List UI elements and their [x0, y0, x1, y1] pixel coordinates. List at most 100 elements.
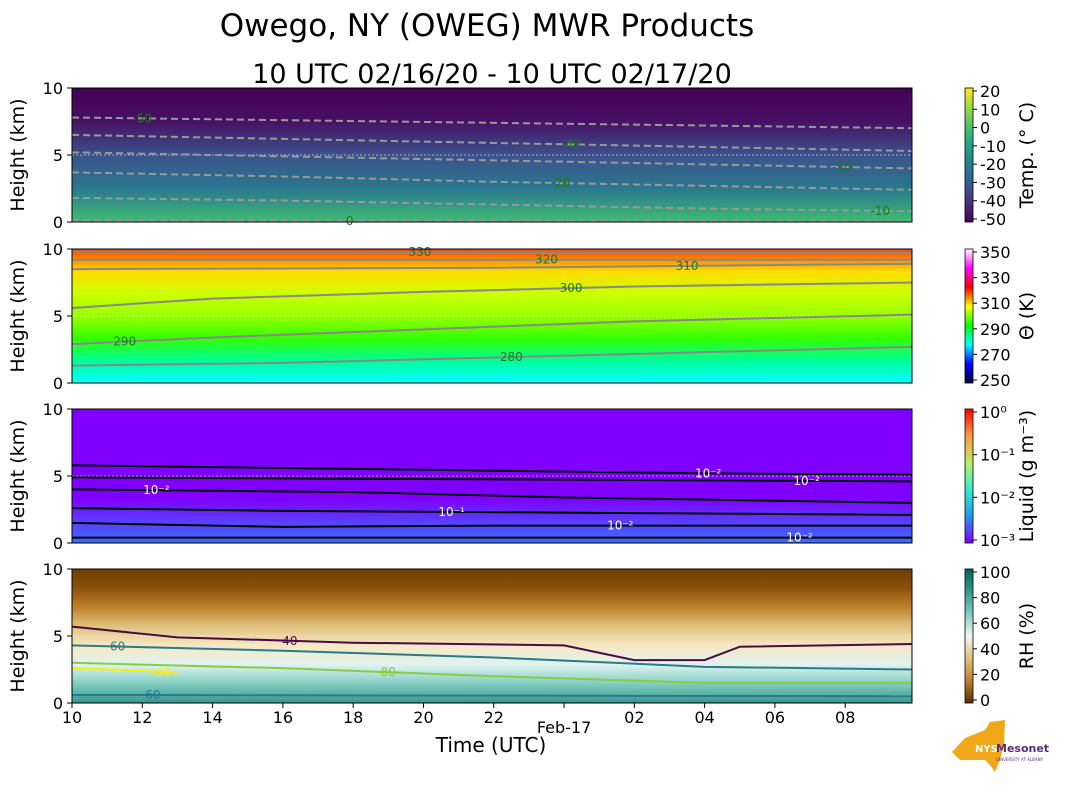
colorbar-tick-label: 100 [980, 563, 1011, 582]
contour-label: 10⁻² [786, 531, 813, 545]
contour-line [71, 171, 913, 191]
contour-label: 320 [535, 253, 558, 267]
colorbar-label: Temp. (° C) [1016, 102, 1038, 209]
y-tick-label: 0 [53, 213, 63, 232]
contour-line [71, 667, 178, 675]
colorbar-tick-label: 10⁻³ [980, 531, 1015, 550]
contour-label: 40 [282, 634, 297, 648]
colorbar-tick-label: 250 [980, 371, 1011, 390]
x-axis-label: Time (UTC) [435, 733, 547, 757]
x-tick-label: 10 [62, 708, 82, 727]
colorbar-tick-label: 10⁰ [980, 403, 1007, 422]
y-tick-label: 5 [53, 307, 63, 326]
contour-label: 0 [346, 214, 354, 228]
y-axis-label: Height (km) [7, 98, 29, 211]
contour-line [71, 644, 913, 671]
colorbar-tick-label: -40 [980, 192, 1006, 211]
panel-potential-temperature: 330 320 310 300 290 280 0 5 10 Height (km) 350 330 3… [7, 240, 1038, 393]
contour-label: -10 [871, 204, 891, 218]
colorbar-tick-label: -10 [980, 137, 1006, 156]
x-tick-label: 18 [343, 708, 363, 727]
contour-line [71, 116, 913, 130]
y-tick-label: 10 [43, 400, 63, 419]
colorbar-relative-humidity [964, 568, 974, 704]
contour-label: 310 [676, 259, 699, 273]
y-tick-label: 10 [43, 240, 63, 259]
y-axis-label: Height (km) [7, 579, 29, 692]
contour-line [71, 196, 913, 213]
colorbar-label: Liquid (g m⁻³) [1016, 410, 1038, 542]
y-axis-label: Height (km) [7, 419, 29, 532]
contour-line [71, 219, 913, 223]
y-tick-label: 0 [53, 694, 63, 713]
contour-label: 10⁻² [143, 483, 170, 497]
contour-line [71, 250, 913, 255]
colorbar-liquid-water [964, 408, 974, 544]
x-tick-label: 06 [765, 708, 785, 727]
colorbar-potential-temperature [964, 248, 974, 384]
contour-line [71, 345, 913, 367]
chart-subtitle: 10 UTC 02/16/20 - 10 UTC 02/17/20 [252, 59, 732, 90]
colorbar-tick-label: 330 [980, 269, 1011, 288]
x-tick-label: 22 [484, 708, 504, 727]
contour-label: 10⁻² [793, 474, 820, 488]
contour-line [71, 262, 913, 271]
colorbar-label: RH (%) [1016, 603, 1038, 669]
x-tick-label: Feb-17 [537, 718, 591, 737]
y-tick-label: 0 [53, 374, 63, 393]
y-tick-label: 10 [43, 79, 63, 98]
contour-label: 280 [500, 350, 523, 364]
colorbar-tick-label: -20 [980, 155, 1006, 174]
contour-label: 10⁻² [695, 466, 722, 480]
colorbar-tick-label: 80 [980, 589, 1000, 608]
colorbar-tick-label: 310 [980, 294, 1011, 313]
y-tick-label: 5 [53, 146, 63, 165]
x-tick-label: 14 [202, 708, 222, 727]
contour-label: 80 [381, 665, 396, 679]
panel-relative-humidity: 40 60 80 90 60 0 5 10 Height (km) 100 80 60 40 20 0 RH … [7, 560, 1038, 713]
colorbar-tick-label: 10⁻¹ [980, 446, 1015, 465]
colorbar-temperature [964, 87, 974, 223]
colorbar-tick-label: 40 [980, 640, 1000, 659]
contour-line [71, 661, 912, 684]
contour-label: -20 [551, 176, 571, 190]
colorbar-tick-label: -50 [980, 210, 1006, 229]
contour-label: 330 [408, 245, 431, 259]
colorbar-tick-label: 20 [980, 82, 1000, 101]
y-tick-label: 5 [53, 627, 63, 646]
colorbar-tick-label: 10 [980, 100, 1000, 119]
contour-label: 300 [560, 281, 583, 295]
contour-label: -40 [561, 137, 581, 151]
x-tick-label: 12 [132, 708, 152, 727]
svg-text:NYS: NYS [975, 744, 998, 755]
svg-text:Mesonet: Mesonet [996, 742, 1049, 755]
panel-liquid-water: 10⁻² 10⁻² 10⁻² 10⁻¹ 10⁻² 10⁻² 0 5 10 Height (km) 1… [7, 400, 1038, 553]
contour-line [71, 521, 912, 528]
contour-line [71, 464, 913, 476]
contour-label: 60 [145, 688, 160, 702]
colorbar-tick-label: 290 [980, 320, 1011, 339]
colorbar-tick-label: 0 [980, 691, 990, 710]
y-tick-label: 5 [53, 467, 63, 486]
x-tick-label: 20 [413, 708, 433, 727]
contour-label: 10⁻² [607, 519, 634, 533]
colorbar-tick-label: 10⁻² [980, 488, 1015, 507]
x-tick-label: 04 [694, 708, 714, 727]
contour-line [71, 151, 913, 170]
x-tick-label: 08 [835, 708, 855, 727]
x-tick-label: 02 [624, 708, 644, 727]
contour-line [71, 313, 913, 346]
contour-line [71, 281, 913, 309]
contour-label: 290 [113, 335, 136, 349]
nys-mesonet-logo: NYS Mesonet UNIVERSITY AT ALBANY [952, 720, 1049, 772]
contour-label: 60 [110, 640, 125, 654]
contour-label: 90 [156, 665, 171, 679]
colorbar-tick-label: 60 [980, 614, 1000, 633]
chart-title: Owego, NY (OWEG) MWR Products [220, 8, 755, 44]
contour-line [71, 625, 913, 662]
y-tick-label: 10 [43, 560, 63, 579]
colorbar-tick-label: 270 [980, 345, 1011, 364]
